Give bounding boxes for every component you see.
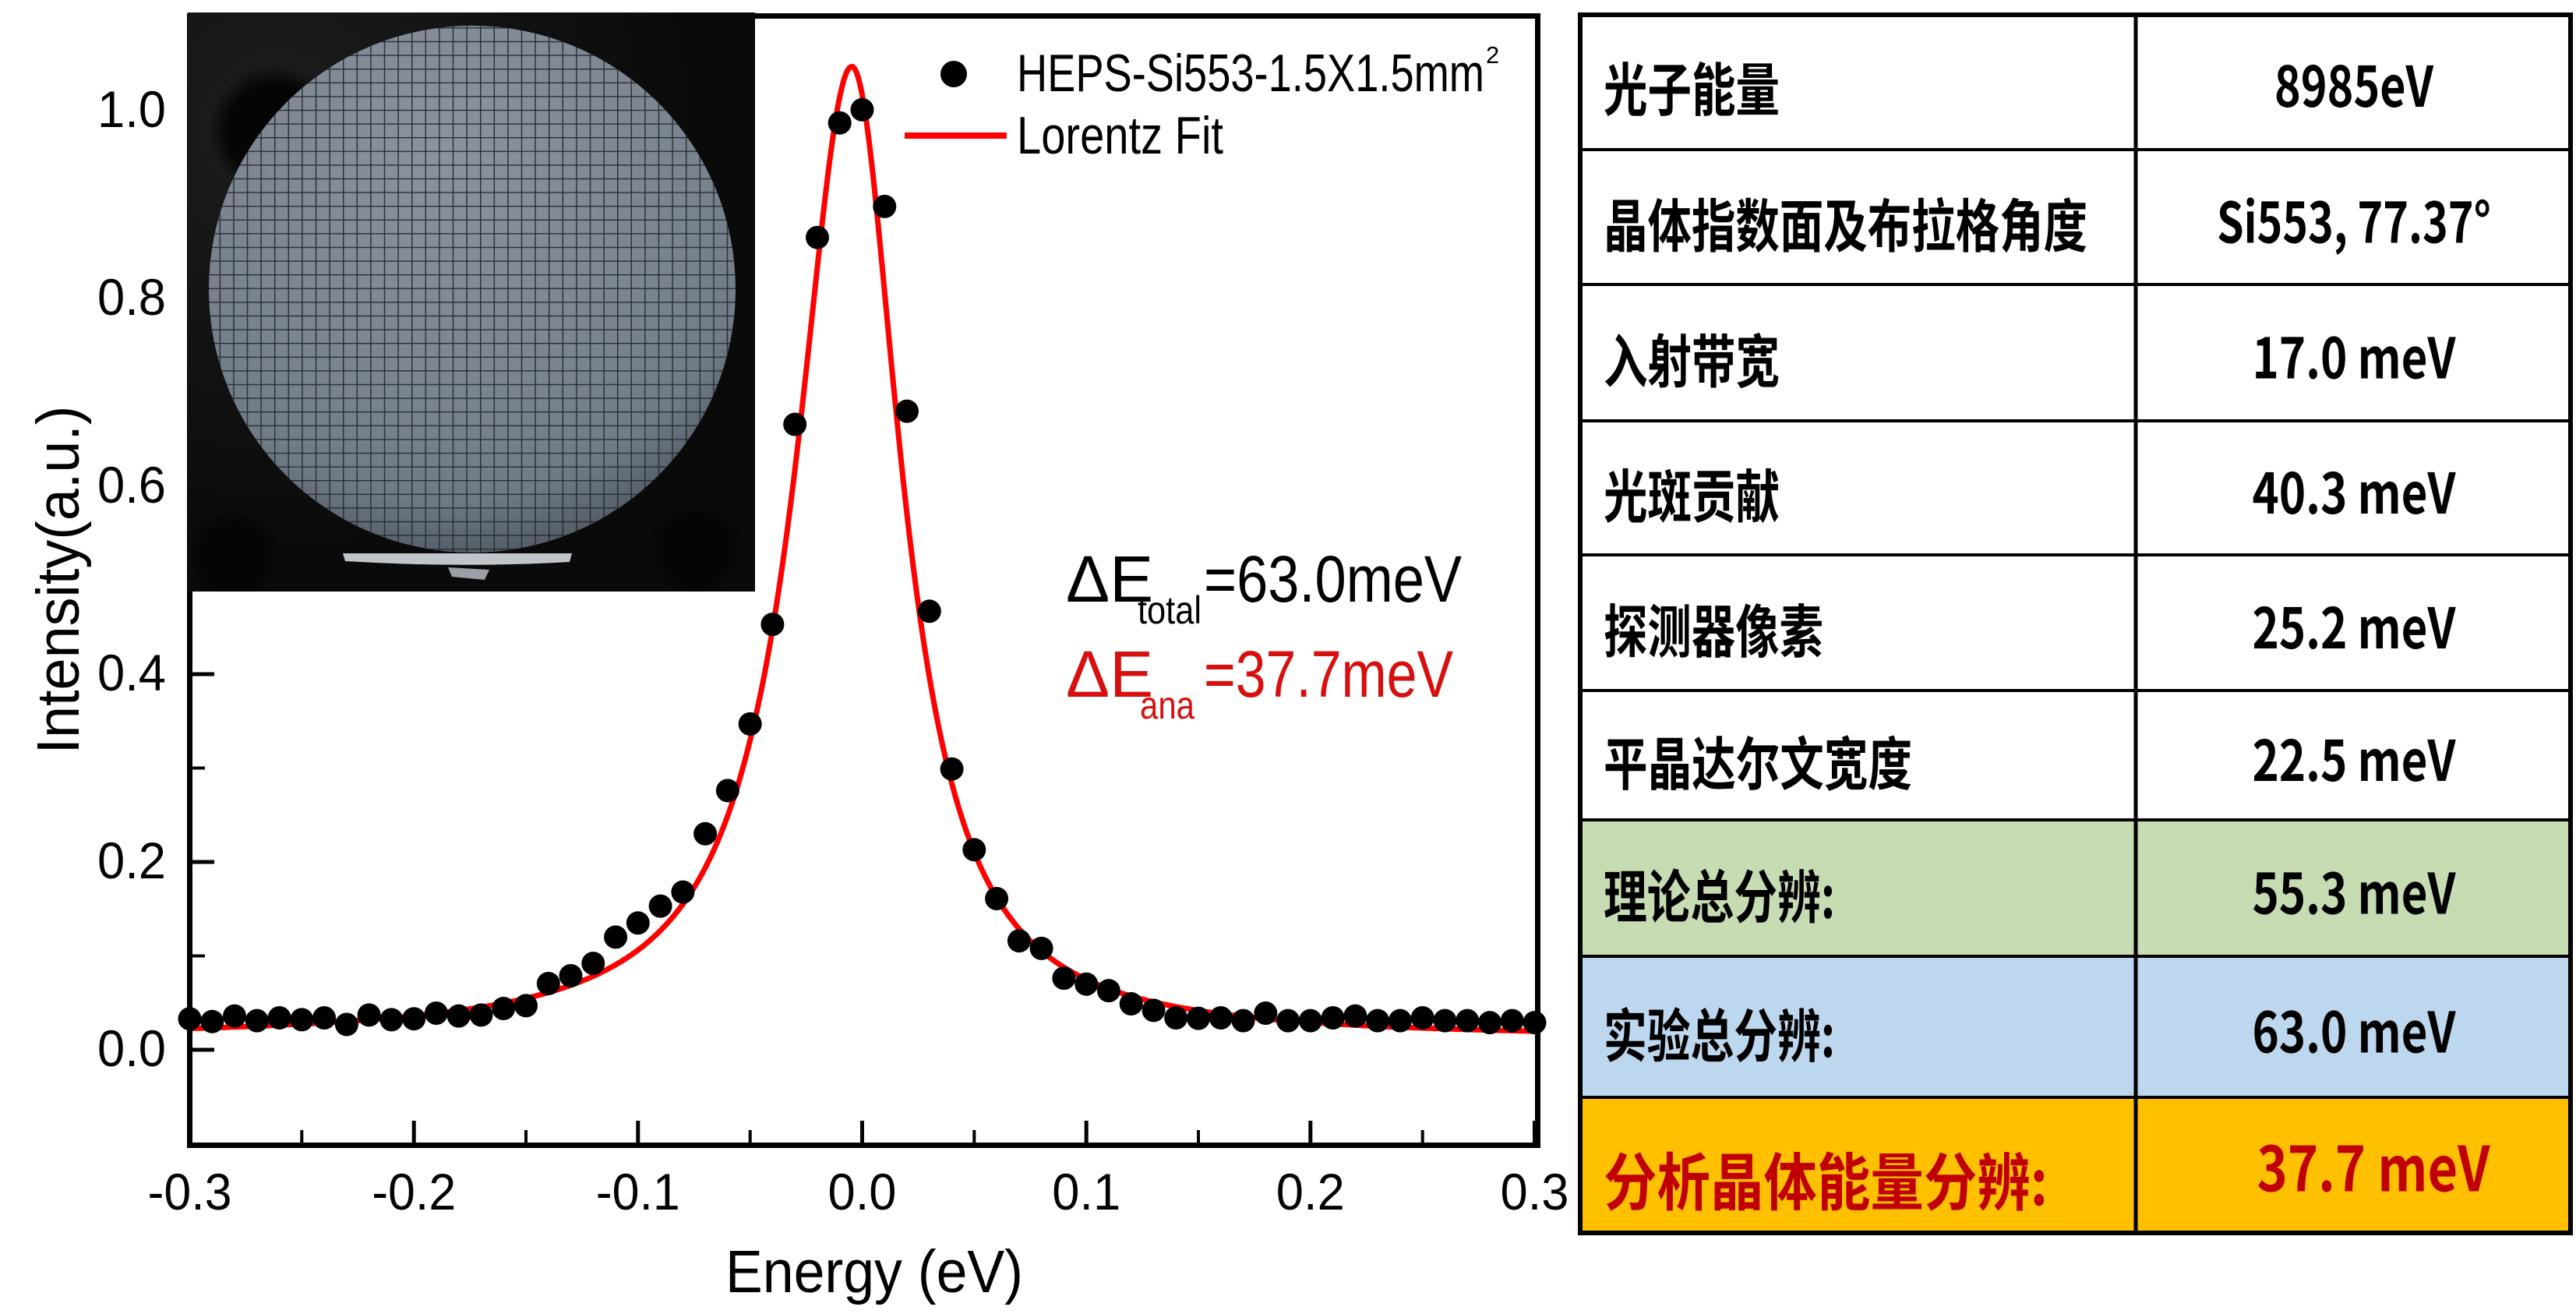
svg-text:-0.2: -0.2 [372,1163,456,1220]
svg-text:Lorentz Fit: Lorentz Fit [1017,106,1223,165]
svg-text:total: total [1138,588,1202,632]
svg-text:ana: ana [1140,683,1194,727]
svg-text:0.4: 0.4 [97,644,166,701]
svg-text:ΔE: ΔE [1066,542,1153,616]
svg-text:-0.1: -0.1 [596,1163,680,1220]
svg-text:Intensity(a.u.): Intensity(a.u.) [25,406,92,754]
svg-text:0.6: 0.6 [97,456,166,514]
svg-text:=63.0meV: =63.0meV [1204,542,1462,616]
svg-text:HEPS-Si553-1.5X1.5mm: HEPS-Si553-1.5X1.5mm [1017,44,1484,103]
svg-text:ΔE: ΔE [1066,638,1153,711]
svg-text:2: 2 [1486,41,1499,69]
svg-text:1.0: 1.0 [97,80,166,138]
svg-text:0.2: 0.2 [97,832,166,889]
svg-text:0.3: 0.3 [1501,1163,1569,1220]
svg-text:0.8: 0.8 [97,268,166,326]
svg-text:=37.7meV: =37.7meV [1204,638,1453,711]
svg-text:0.0: 0.0 [97,1019,166,1077]
svg-text:0.1: 0.1 [1052,1163,1120,1220]
svg-text:0.2: 0.2 [1276,1163,1345,1220]
svg-text:-0.3: -0.3 [148,1163,232,1220]
svg-text:Energy (eV): Energy (eV) [725,1238,1023,1305]
svg-text:0.0: 0.0 [828,1163,897,1220]
